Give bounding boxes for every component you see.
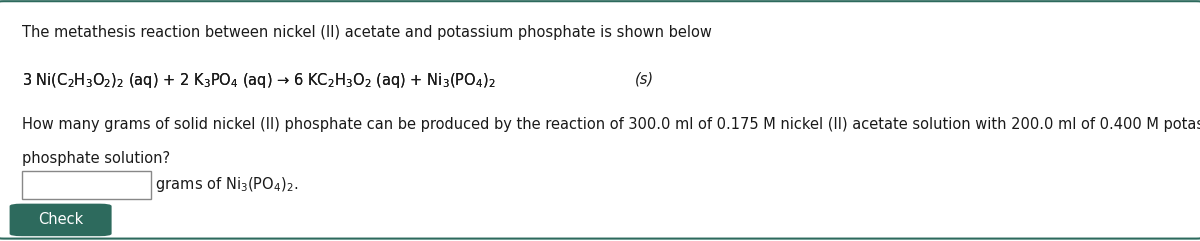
FancyBboxPatch shape [10,204,112,236]
Text: grams of Ni$_{3}$(PO$_{4}$)$_{2}$.: grams of Ni$_{3}$(PO$_{4}$)$_{2}$. [151,175,299,194]
Text: 3 Ni(C$_{2}$H$_{3}$O$_{2}$)$_{2}$ (aq) + 2 K$_{3}$PO$_{4}$ (aq) → 6 KC$_{2}$H$_{: 3 Ni(C$_{2}$H$_{3}$O$_{2}$)$_{2}$ (aq) +… [22,71,497,90]
Text: Check: Check [38,212,83,228]
Text: phosphate solution?: phosphate solution? [22,151,169,166]
Text: (s): (s) [635,71,654,86]
Text: The metathesis reaction between nickel (II) acetate and potassium phosphate is s: The metathesis reaction between nickel (… [22,25,712,40]
Text: How many grams of solid nickel (II) phosphate can be produced by the reaction of: How many grams of solid nickel (II) phos… [22,117,1200,132]
Bar [22,171,151,199]
Text: 3 Ni(C$_{2}$H$_{3}$O$_{2}$)$_{2}$ (aq) + 2 K$_{3}$PO$_{4}$ (aq) → 6 KC$_{2}$H$_{: 3 Ni(C$_{2}$H$_{3}$O$_{2}$)$_{2}$ (aq) +… [22,71,497,90]
